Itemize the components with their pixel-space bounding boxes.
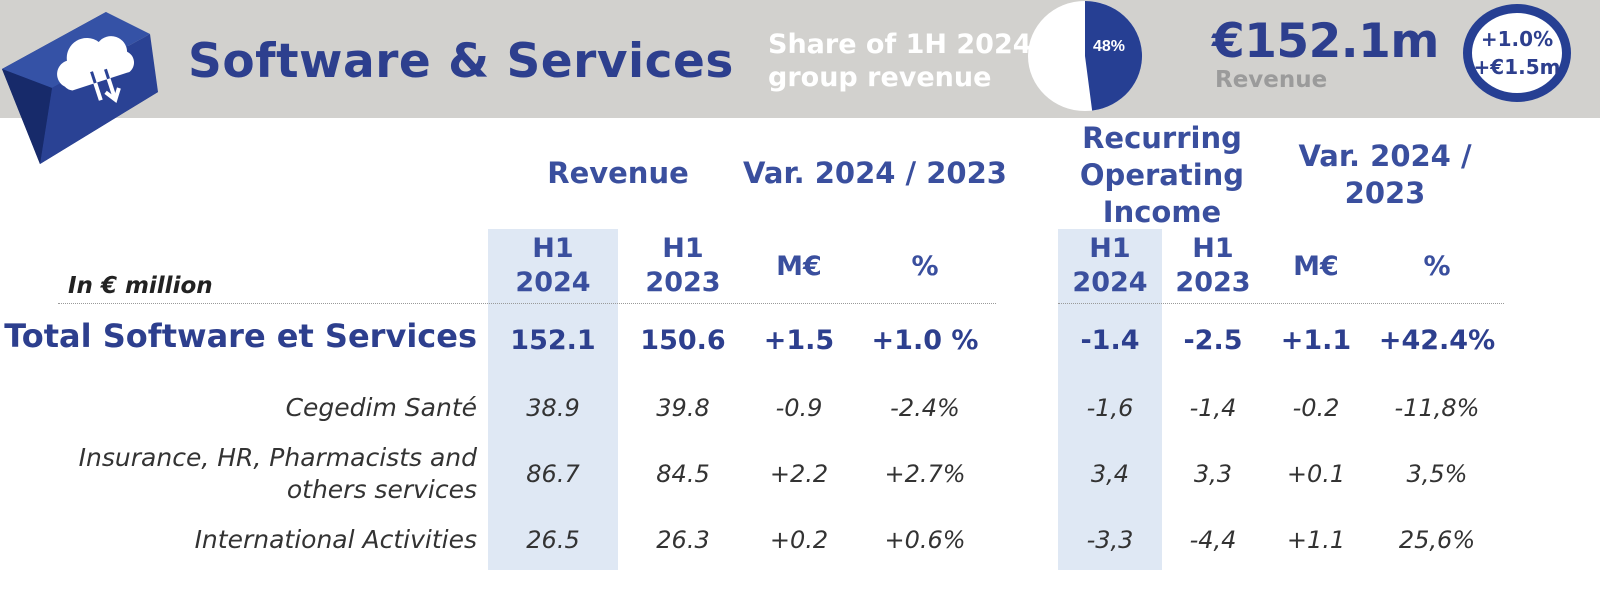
pie-percent-label: 48% <box>1093 38 1125 55</box>
revenue-value: €152.1m <box>1212 14 1439 69</box>
total-revenue-h1-2023: 150.6 <box>640 325 726 356</box>
total-var-revenue-pct: +1.0 % <box>871 325 979 356</box>
table-cell: 25,6% <box>1398 526 1476 554</box>
share-text-line-2: group revenue <box>768 62 992 93</box>
table-cell: 84.5 <box>656 460 710 488</box>
col-header-var-roi-meur: M€ <box>1293 251 1339 282</box>
table-cell: 26.3 <box>656 526 710 554</box>
table-cell: -4,4 <box>1189 526 1237 554</box>
table-cell: +2.7% <box>884 460 966 488</box>
table-cell: +0.2 <box>769 526 829 554</box>
total-row-label: Total Software et Services <box>4 317 477 355</box>
table-cell: -1,6 <box>1086 394 1134 422</box>
table-cell: -11,8% <box>1394 394 1480 422</box>
header-var-roi: Var. 2024 / 2023 <box>1290 138 1480 212</box>
share-of-revenue-text: Share of 1H 2024 group revenue <box>768 28 1032 94</box>
table-cell: -1,4 <box>1189 394 1237 422</box>
header-roi-line-2: Operating <box>1079 158 1245 192</box>
total-roi-h1-2024: -1.4 <box>1080 325 1140 356</box>
header-revenue: Revenue <box>547 156 689 190</box>
col-header-revenue-h1-2023: H1 2023 <box>618 232 748 300</box>
total-var-revenue-meur: +1.5 <box>763 325 835 356</box>
col-header-var-revenue-meur: M€ <box>776 251 822 282</box>
header-var-roi-line-1: Var. 2024 / <box>1298 139 1472 173</box>
table-cell: 86.7 <box>526 460 580 488</box>
row-label-cegedim-sante: Cegedim Santé <box>285 393 477 422</box>
table-cell: +1.1 <box>1286 526 1346 554</box>
header-var-revenue: Var. 2024 / 2023 <box>743 156 1007 190</box>
header-separator-right <box>1058 303 1504 304</box>
table-cell: +2.2 <box>769 460 829 488</box>
col-header-line-2: 2024 <box>515 267 591 298</box>
table-cell: -0.9 <box>775 394 823 422</box>
col-header-roi-h1-2024: H1 2024 <box>1045 232 1175 300</box>
col-header-line-1: H1 <box>1192 233 1234 264</box>
col-header-line-1: H1 <box>532 233 574 264</box>
col-header-line-1: H1 <box>1089 233 1131 264</box>
col-header-line-1: H1 <box>662 233 704 264</box>
table-cell: -3,3 <box>1086 526 1134 554</box>
table-cell: 39.8 <box>656 394 710 422</box>
cloud-sync-cube-icon <box>2 12 158 164</box>
table-cell: 3,3 <box>1193 460 1233 488</box>
table-cell: -2.4% <box>890 394 960 422</box>
row-label-international-activities: International Activities <box>194 525 477 554</box>
header-banner <box>0 0 1600 118</box>
col-header-line-2: 2024 <box>1072 267 1148 298</box>
header-roi-line-3: Income <box>1102 195 1222 229</box>
row-label-line-2: others services <box>286 475 477 504</box>
col-header-var-roi-pct: % <box>1423 251 1451 282</box>
row-label-line-1: Insurance, HR, Pharmacists and <box>78 443 477 472</box>
header-var-roi-line-2: 2023 <box>1344 176 1426 210</box>
total-roi-h1-2023: -2.5 <box>1183 325 1243 356</box>
col-header-roi-h1-2023: H1 2023 <box>1148 232 1278 300</box>
pie-slice-share <box>1085 0 1143 111</box>
variation-badge: +1.0% +€1.5m <box>1463 4 1571 102</box>
shaded-column-revenue-h1-2024 <box>488 229 618 570</box>
revenue-label: Revenue <box>1215 67 1328 93</box>
col-header-line-2: 2023 <box>1175 267 1251 298</box>
table-cell: +0.1 <box>1286 460 1346 488</box>
total-var-roi-meur: +1.1 <box>1280 325 1352 356</box>
variation-percent: +1.0% <box>1480 27 1554 51</box>
col-header-line-2: 2023 <box>645 267 721 298</box>
total-revenue-h1-2024: 152.1 <box>510 325 596 356</box>
header-separator-left <box>58 303 996 304</box>
total-var-roi-pct: +42.4% <box>1378 325 1496 356</box>
table-cell: 3,4 <box>1090 460 1130 488</box>
table-cell: -0.2 <box>1292 394 1340 422</box>
col-header-revenue-h1-2024: H1 2024 <box>488 232 618 300</box>
variation-absolute: +€1.5m <box>1473 55 1561 79</box>
revenue-share-pie: 48% <box>1028 0 1143 111</box>
table-cell: 3,5% <box>1406 460 1468 488</box>
row-label-insurance-hr-pharmacists: Insurance, HR, Pharmacists and others se… <box>79 442 477 506</box>
unit-label: In € million <box>68 273 213 299</box>
table-cell: 38.9 <box>526 394 580 422</box>
shaded-column-roi-h1-2024 <box>1058 229 1162 570</box>
col-header-var-revenue-pct: % <box>911 251 939 282</box>
share-text-line-1: Share of 1H 2024 <box>768 29 1032 60</box>
table-cell: 26.5 <box>526 526 580 554</box>
table-cell: +0.6% <box>884 526 966 554</box>
page-title: Software & Services <box>188 34 734 89</box>
header-recurring-operating-income: Recurring Operating Income <box>1052 120 1272 231</box>
header-roi-line-1: Recurring <box>1082 121 1242 155</box>
